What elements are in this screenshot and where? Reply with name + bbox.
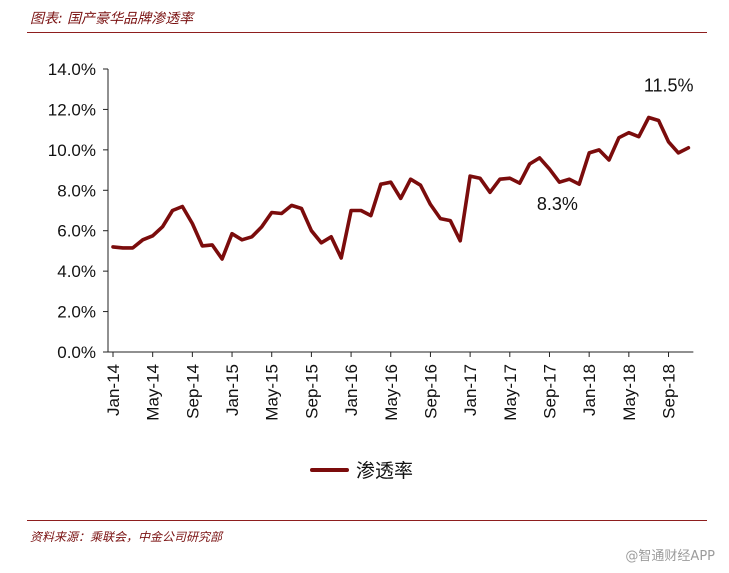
x-tick-label: Sep-14 <box>183 364 202 419</box>
top-divider <box>27 32 707 33</box>
series-line-penetration-rate <box>111 115 691 261</box>
y-tick-label: 14.0% <box>48 60 96 79</box>
x-tick-label: May-17 <box>501 364 520 421</box>
x-tick-label: May-14 <box>144 364 163 421</box>
source-note: 资料来源：乘联会，中金公司研究部 <box>30 530 223 544</box>
x-tick-label: May-16 <box>382 364 401 421</box>
line-chart: 0.0% 2.0% 4.0% 6.0% 8.0% 10.0% 12.0% 14.0% Jan-1… <box>48 60 694 482</box>
data-label: 8.3% <box>537 194 578 214</box>
x-tick-label: May-15 <box>263 364 282 421</box>
y-tick-label: 2.0% <box>57 303 96 322</box>
y-tick-label: 8.0% <box>57 181 96 200</box>
x-tick-label: Jan-17 <box>461 364 480 416</box>
chart-caption: 图表: 国产豪华品牌渗透率 <box>30 11 194 27</box>
x-tick-label: Sep-17 <box>540 364 559 419</box>
watermark: @智通财经APP <box>625 549 715 564</box>
x-tick-label: Sep-15 <box>302 364 321 419</box>
x-tick-label: Sep-18 <box>660 364 679 419</box>
x-tick-label: Jan-16 <box>342 364 361 416</box>
x-tick-label: Jan-18 <box>580 364 599 416</box>
y-tick-label: 4.0% <box>57 262 96 281</box>
bottom-divider <box>27 520 707 521</box>
x-tick-label: May-18 <box>620 364 639 421</box>
x-tick-label: Sep-16 <box>421 364 440 419</box>
y-tick-label: 6.0% <box>57 222 96 241</box>
x-tick-label: Jan-14 <box>104 364 123 416</box>
y-tick-label: 10.0% <box>48 141 96 160</box>
y-tick-label: 12.0% <box>48 100 96 119</box>
legend-label: 渗透率 <box>356 460 413 482</box>
data-label: 11.5% <box>644 76 694 96</box>
y-tick-label: 0.0% <box>57 343 96 362</box>
x-tick-label: Jan-15 <box>223 364 242 416</box>
